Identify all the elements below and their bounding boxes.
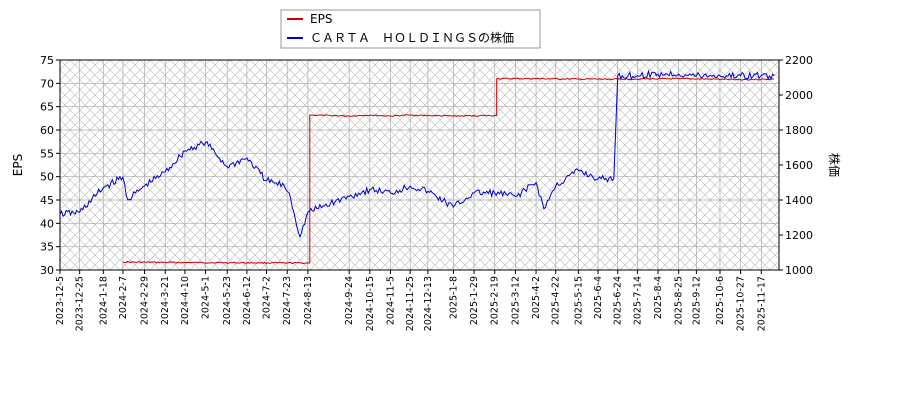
right-axis: 1000 1200 1400 1600 1800 2000 2200 xyxy=(779,54,813,277)
x-axis: 2023-12-5 2023-12-25 2024-1-18 2024-2-7 2024… xyxy=(55,270,767,331)
x-tick-label: 2025-7-14 xyxy=(632,276,643,325)
x-tick-label: 2024-12-13 xyxy=(423,276,434,331)
x-tick-label: 2024-11-25 xyxy=(405,276,416,331)
right-tick-label: 1800 xyxy=(785,124,813,137)
left-tick-label: 70 xyxy=(40,77,54,90)
x-tick-label: 2024-6-12 xyxy=(242,276,253,325)
x-tick-label: 2025-5-15 xyxy=(573,276,584,325)
x-tick-label: 2024-9-24 xyxy=(344,276,355,325)
left-axis: 30 35 40 45 50 55 60 65 70 75 xyxy=(40,54,60,277)
right-tick-label: 2200 xyxy=(785,54,813,67)
legend: EPS ＣＡＲＴＡ ＨＯＬＤＩＮＧＳの株価 xyxy=(280,9,541,49)
right-axis-title: 株価 xyxy=(827,153,842,177)
x-tick-label: 2025-1-29 xyxy=(469,276,480,325)
legend-label-eps: EPS xyxy=(310,12,332,26)
x-tick-label: 2025-3-12 xyxy=(510,276,521,325)
right-tick-label: 1400 xyxy=(785,194,813,207)
x-tick-label: 2024-11-5 xyxy=(385,276,396,325)
x-tick-label: 2024-7-2 xyxy=(262,276,273,319)
x-tick-label: 2025-4-22 xyxy=(551,276,562,325)
x-tick-label: 2025-6-24 xyxy=(613,276,624,325)
x-tick-label: 2024-3-21 xyxy=(160,276,171,325)
x-tick-label: 2025-2-19 xyxy=(490,276,501,325)
x-tick-label: 2024-8-13 xyxy=(303,276,314,325)
x-tick-label: 2024-2-29 xyxy=(140,276,151,325)
x-tick-label: 2025-6-4 xyxy=(593,276,604,319)
left-tick-label: 75 xyxy=(40,54,54,67)
x-tick-label: 2023-12-5 xyxy=(55,276,66,325)
x-tick-label: 2025-4-2 xyxy=(531,276,542,319)
left-tick-label: 60 xyxy=(40,124,54,137)
x-tick-label: 2024-2-7 xyxy=(118,276,129,319)
x-tick-label: 2025-10-27 xyxy=(736,276,747,331)
x-tick-label: 2024-7-23 xyxy=(282,276,293,325)
x-tick-label: 2025-1-8 xyxy=(448,276,459,319)
price-line xyxy=(59,69,775,239)
left-tick-label: 50 xyxy=(40,171,54,184)
left-tick-label: 55 xyxy=(40,147,54,160)
legend-label-price: ＣＡＲＴＡ ＨＯＬＤＩＮＧＳの株価 xyxy=(310,30,514,45)
x-tick-label: 2024-4-10 xyxy=(180,276,191,325)
x-tick-label: 2024-5-23 xyxy=(222,276,233,325)
x-tick-label: 2025-10-6 xyxy=(715,276,726,325)
legend-box xyxy=(280,9,541,49)
eps-line xyxy=(122,77,775,265)
right-tick-label: 1200 xyxy=(785,229,813,242)
left-tick-label: 65 xyxy=(40,101,54,114)
right-tick-label: 2000 xyxy=(785,89,813,102)
x-tick-label: 2025-8-4 xyxy=(653,276,664,319)
left-axis-title: EPS xyxy=(11,154,25,176)
x-tick-label: 2024-10-15 xyxy=(365,276,376,331)
left-tick-label: 45 xyxy=(40,194,54,207)
x-tick-label: 2024-5-1 xyxy=(201,276,212,319)
left-tick-label: 30 xyxy=(40,264,54,277)
x-tick-label: 2025-8-25 xyxy=(674,276,685,325)
right-tick-label: 1000 xyxy=(785,264,813,277)
left-tick-label: 40 xyxy=(40,217,54,230)
right-tick-label: 1600 xyxy=(785,159,813,172)
series-layer xyxy=(59,69,775,265)
x-tick-label: 2025-9-12 xyxy=(691,276,702,325)
plot-hatch xyxy=(60,60,779,270)
left-tick-label: 35 xyxy=(40,241,54,254)
x-tick-label: 2025-11-17 xyxy=(756,276,767,331)
x-tick-label: 2024-1-18 xyxy=(98,276,109,325)
x-tick-label: 2023-12-25 xyxy=(75,276,86,331)
